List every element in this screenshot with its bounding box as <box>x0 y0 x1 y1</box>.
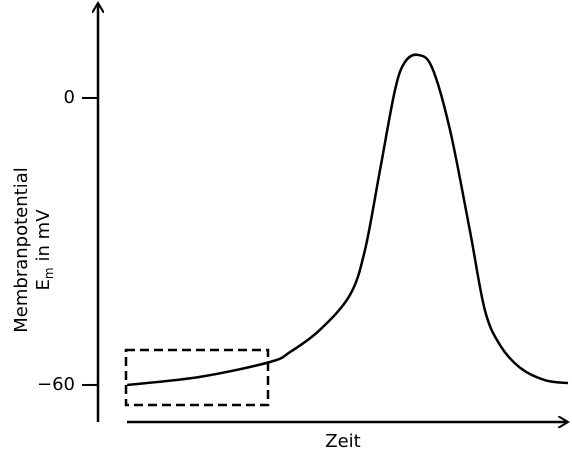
y-axis-label-unit: in mV <box>33 209 54 262</box>
y-axis-label: Membranpotential <box>11 167 32 332</box>
y-tick-label: 0 <box>64 87 75 108</box>
y-tick-label: −60 <box>37 374 75 395</box>
y-axis-label-subscript: m <box>42 267 56 279</box>
y-axis-label-symbol: E <box>33 279 54 290</box>
line <box>127 53 569 387</box>
y-axis-label: Em in mV <box>33 209 56 291</box>
highlight-box <box>124 348 270 407</box>
x-axis-label: Zeit <box>325 431 360 452</box>
